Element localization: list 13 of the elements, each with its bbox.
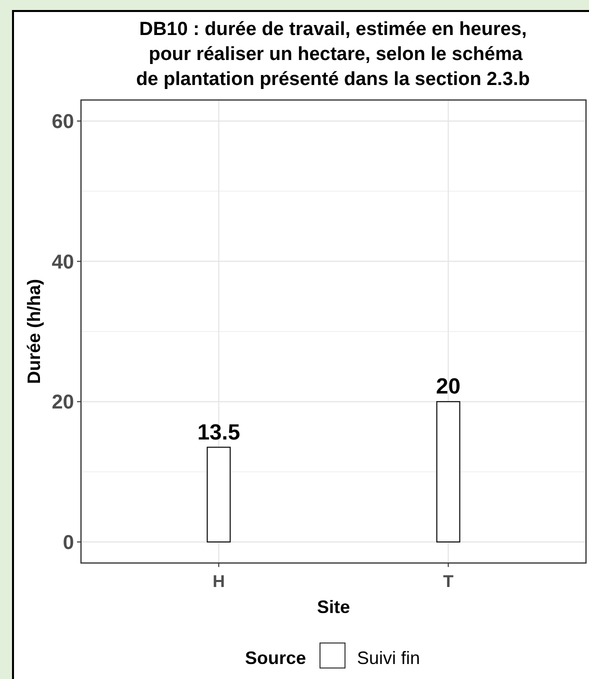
y-tick-label: 40: [52, 251, 74, 274]
y-tick-label: 20: [52, 392, 74, 414]
x-tick-label: H: [212, 572, 225, 591]
y-axis-title: Durée (h/ha): [24, 278, 44, 384]
y-tick-label: 60: [52, 111, 74, 134]
chart-title: DB10 : durée de travail, estimée en heures, pour réaliser un hectare, selon le schéma de plantation présenté dans la section 2.3.b: [136, 19, 530, 90]
x-axis-title: Site: [316, 597, 350, 617]
legend-title: Source: [244, 648, 306, 668]
y-tick-label: 0: [62, 532, 74, 554]
data-label: 20: [436, 374, 461, 399]
data-label: 13.5: [197, 419, 240, 444]
x-tick-label: T: [443, 572, 454, 591]
text: Suivi fin: [357, 648, 420, 668]
